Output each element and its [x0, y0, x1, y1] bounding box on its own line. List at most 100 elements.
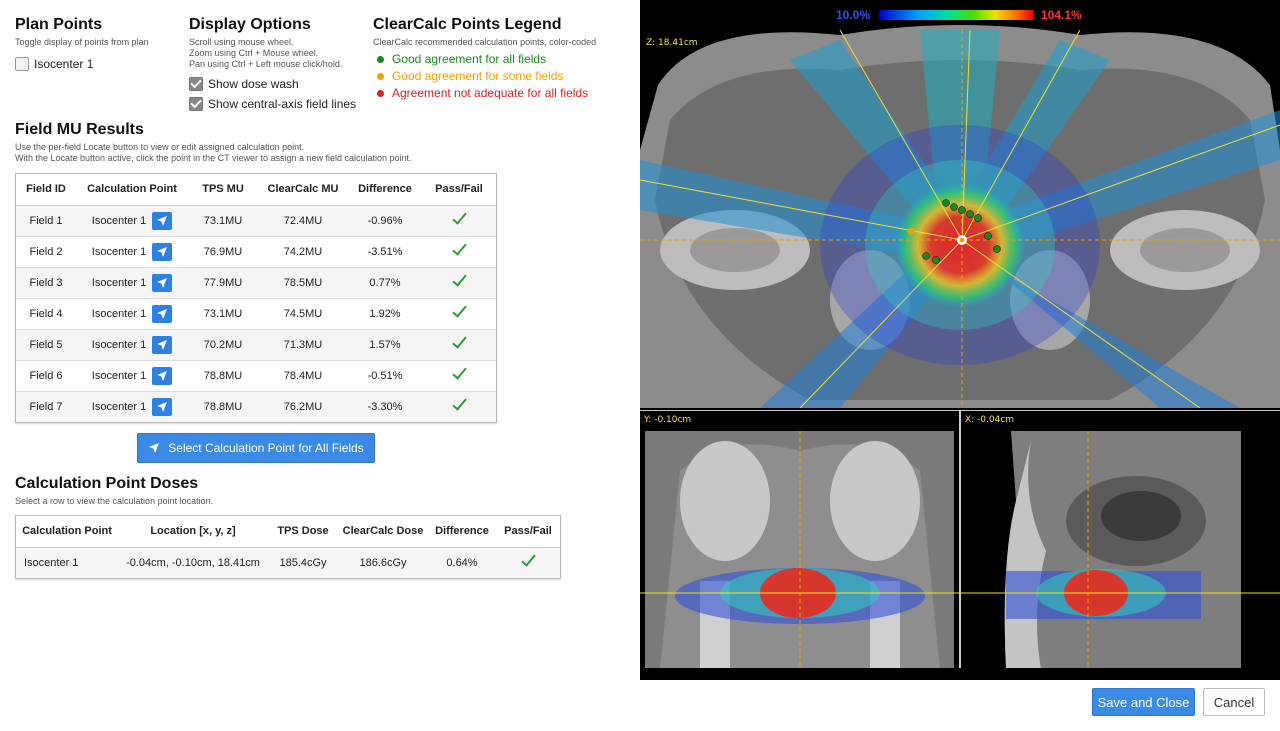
- show-dose-wash-label: Show dose wash: [208, 77, 299, 91]
- axial-view[interactable]: Z: 18.41cm 10.0% 104.1%: [640, 0, 1280, 408]
- hint-scroll: Scroll using mouse wheel.: [189, 37, 294, 47]
- location: -0.04cm, -0.10cm, 18.41cm: [118, 547, 268, 578]
- hint-pan: Pan using Ctrl + Left mouse click/hold.: [189, 59, 343, 69]
- show-dose-wash-checkbox[interactable]: [189, 77, 203, 91]
- cancel-button[interactable]: Cancel: [1203, 688, 1265, 716]
- show-dose-wash-toggle[interactable]: Show dose wash: [189, 76, 369, 92]
- table-row: Field 4 Isocenter 1 73.1MU 74.5MU 1.92%: [16, 298, 496, 330]
- locate-button[interactable]: [152, 242, 173, 261]
- sagittal-view[interactable]: X: -0.04cm: [961, 410, 1280, 668]
- clearcalc-mu: 74.5MU: [258, 298, 348, 330]
- locate-arrow-icon: [157, 308, 168, 319]
- locate-button[interactable]: [152, 304, 173, 323]
- locate-button[interactable]: [152, 211, 173, 230]
- field-id: Field 2: [16, 236, 76, 268]
- pass-check-icon: [451, 302, 467, 318]
- calc-point-name: Isocenter 1: [91, 214, 147, 227]
- clearcalc-mu: 71.3MU: [258, 329, 348, 361]
- select-all-fields-button[interactable]: Select Calculation Point for All Fields: [137, 433, 375, 463]
- legend-item-good-all: Good agreement for all fields: [373, 51, 635, 67]
- clearcalc-dose: 186.6cGy: [338, 547, 428, 578]
- tps-mu: 78.8MU: [188, 391, 258, 422]
- axial-z-label: Z: 18.41cm: [646, 38, 698, 48]
- red-dot-icon: [377, 89, 384, 97]
- difference: 1.57%: [348, 329, 422, 361]
- difference: -3.51%: [348, 236, 422, 268]
- isocenter-1-toggle[interactable]: Isocenter 1: [15, 56, 185, 72]
- legend-section: ClearCalc Points Legend ClearCalc recomm…: [373, 16, 635, 101]
- field-id: Field 5: [16, 329, 76, 361]
- tps-mu: 78.8MU: [188, 360, 258, 392]
- locate-button[interactable]: [152, 366, 173, 385]
- sagittal-ct-image: [961, 411, 1280, 668]
- locate-arrow-icon: [157, 339, 168, 350]
- legend-item-not-adequate: Agreement not adequate for all fields: [373, 85, 635, 101]
- pass-check-icon: [451, 240, 467, 256]
- calc-point-name: Isocenter 1: [91, 276, 147, 289]
- sagittal-x-label: X: -0.04cm: [965, 415, 1015, 425]
- show-field-lines-toggle[interactable]: Show central-axis field lines: [189, 96, 369, 112]
- colorbar-min-label: 10.0%: [836, 8, 871, 22]
- locate-button[interactable]: [152, 335, 173, 354]
- field-mu-section: Field MU Results Use the per-field Locat…: [15, 121, 635, 428]
- col-difference: Difference: [428, 516, 496, 548]
- col-pass-fail: Pass/Fail: [496, 516, 560, 548]
- table-row: Field 5 Isocenter 1 70.2MU 71.3MU 1.57%: [16, 329, 496, 361]
- col-field-id: Field ID: [16, 174, 76, 206]
- display-options-section: Display Options Scroll using mouse wheel…: [189, 16, 369, 112]
- calc-doses-title: Calculation Point Doses: [15, 475, 199, 492]
- field-id: Field 4: [16, 298, 76, 330]
- pass-check-icon: [451, 395, 467, 411]
- legend-subtitle: ClearCalc recommended calculation points…: [373, 37, 597, 47]
- difference: -3.30%: [348, 391, 422, 422]
- coronal-ct-image: [640, 411, 959, 668]
- col-location: Location [x, y, z]: [118, 516, 268, 548]
- pass-check-icon: [451, 333, 467, 349]
- plan-points-title: Plan Points: [15, 16, 103, 33]
- table-row[interactable]: Isocenter 1 -0.04cm, -0.10cm, 18.41cm 18…: [16, 547, 560, 578]
- pass-check-icon: [520, 551, 536, 567]
- table-row: Field 3 Isocenter 1 77.9MU 78.5MU 0.77%: [16, 267, 496, 299]
- field-id: Field 6: [16, 360, 76, 392]
- tps-dose: 185.4cGy: [268, 547, 338, 578]
- col-clearcalc-dose: ClearCalc Dose: [338, 516, 428, 548]
- col-calc-point: Calculation Point: [16, 516, 118, 548]
- calc-point-name: Isocenter 1: [91, 307, 147, 320]
- calc-point-name: Isocenter 1: [91, 338, 147, 351]
- col-tps-mu: TPS MU: [188, 174, 258, 206]
- calc-point-name: Isocenter 1: [91, 245, 147, 258]
- isocenter-1-label: Isocenter 1: [34, 57, 94, 71]
- calc-doses-table: Calculation Point Location [x, y, z] TPS…: [15, 515, 561, 579]
- tps-mu: 77.9MU: [188, 267, 258, 299]
- locate-arrow-icon: [157, 401, 168, 412]
- tps-mu: 70.2MU: [188, 329, 258, 361]
- save-and-close-button[interactable]: Save and Close: [1092, 688, 1195, 716]
- locate-button[interactable]: [152, 397, 173, 416]
- tps-mu: 76.9MU: [188, 236, 258, 268]
- col-calc-point: Calculation Point: [76, 174, 188, 206]
- difference: 0.64%: [428, 547, 496, 578]
- calc-doses-section: Calculation Point Doses Select a row to …: [15, 475, 635, 584]
- display-options-title: Display Options: [189, 16, 311, 33]
- view-divider: [959, 410, 961, 668]
- field-mu-desc-1: Use the per-field Locate button to view …: [15, 142, 305, 152]
- locate-button[interactable]: [152, 273, 173, 292]
- calc-point-name: Isocenter 1: [16, 547, 118, 578]
- difference: 0.77%: [348, 267, 422, 299]
- clearcalc-mu: 76.2MU: [258, 391, 348, 422]
- table-row: Field 7 Isocenter 1 78.8MU 76.2MU -3.30%: [16, 391, 496, 422]
- hint-zoom: Zoom using Ctrl + Mouse wheel.: [189, 48, 319, 58]
- locate-arrow-icon: [157, 215, 168, 226]
- table-header-row: Calculation Point Location [x, y, z] TPS…: [16, 516, 560, 548]
- coronal-view[interactable]: Y: -0.10cm: [640, 410, 959, 668]
- difference: -0.51%: [348, 360, 422, 392]
- calc-point-name: Isocenter 1: [91, 400, 147, 413]
- isocenter-1-checkbox[interactable]: [15, 57, 29, 71]
- ct-viewer[interactable]: Z: 18.41cm 10.0% 104.1% Y: -0.10cm: [640, 0, 1280, 680]
- axial-ct-image: [640, 0, 1280, 408]
- legend-title: ClearCalc Points Legend: [373, 16, 562, 33]
- col-difference: Difference: [348, 174, 422, 206]
- col-tps-dose: TPS Dose: [268, 516, 338, 548]
- show-field-lines-checkbox[interactable]: [189, 97, 203, 111]
- table-row: Field 2 Isocenter 1 76.9MU 74.2MU -3.51%: [16, 236, 496, 268]
